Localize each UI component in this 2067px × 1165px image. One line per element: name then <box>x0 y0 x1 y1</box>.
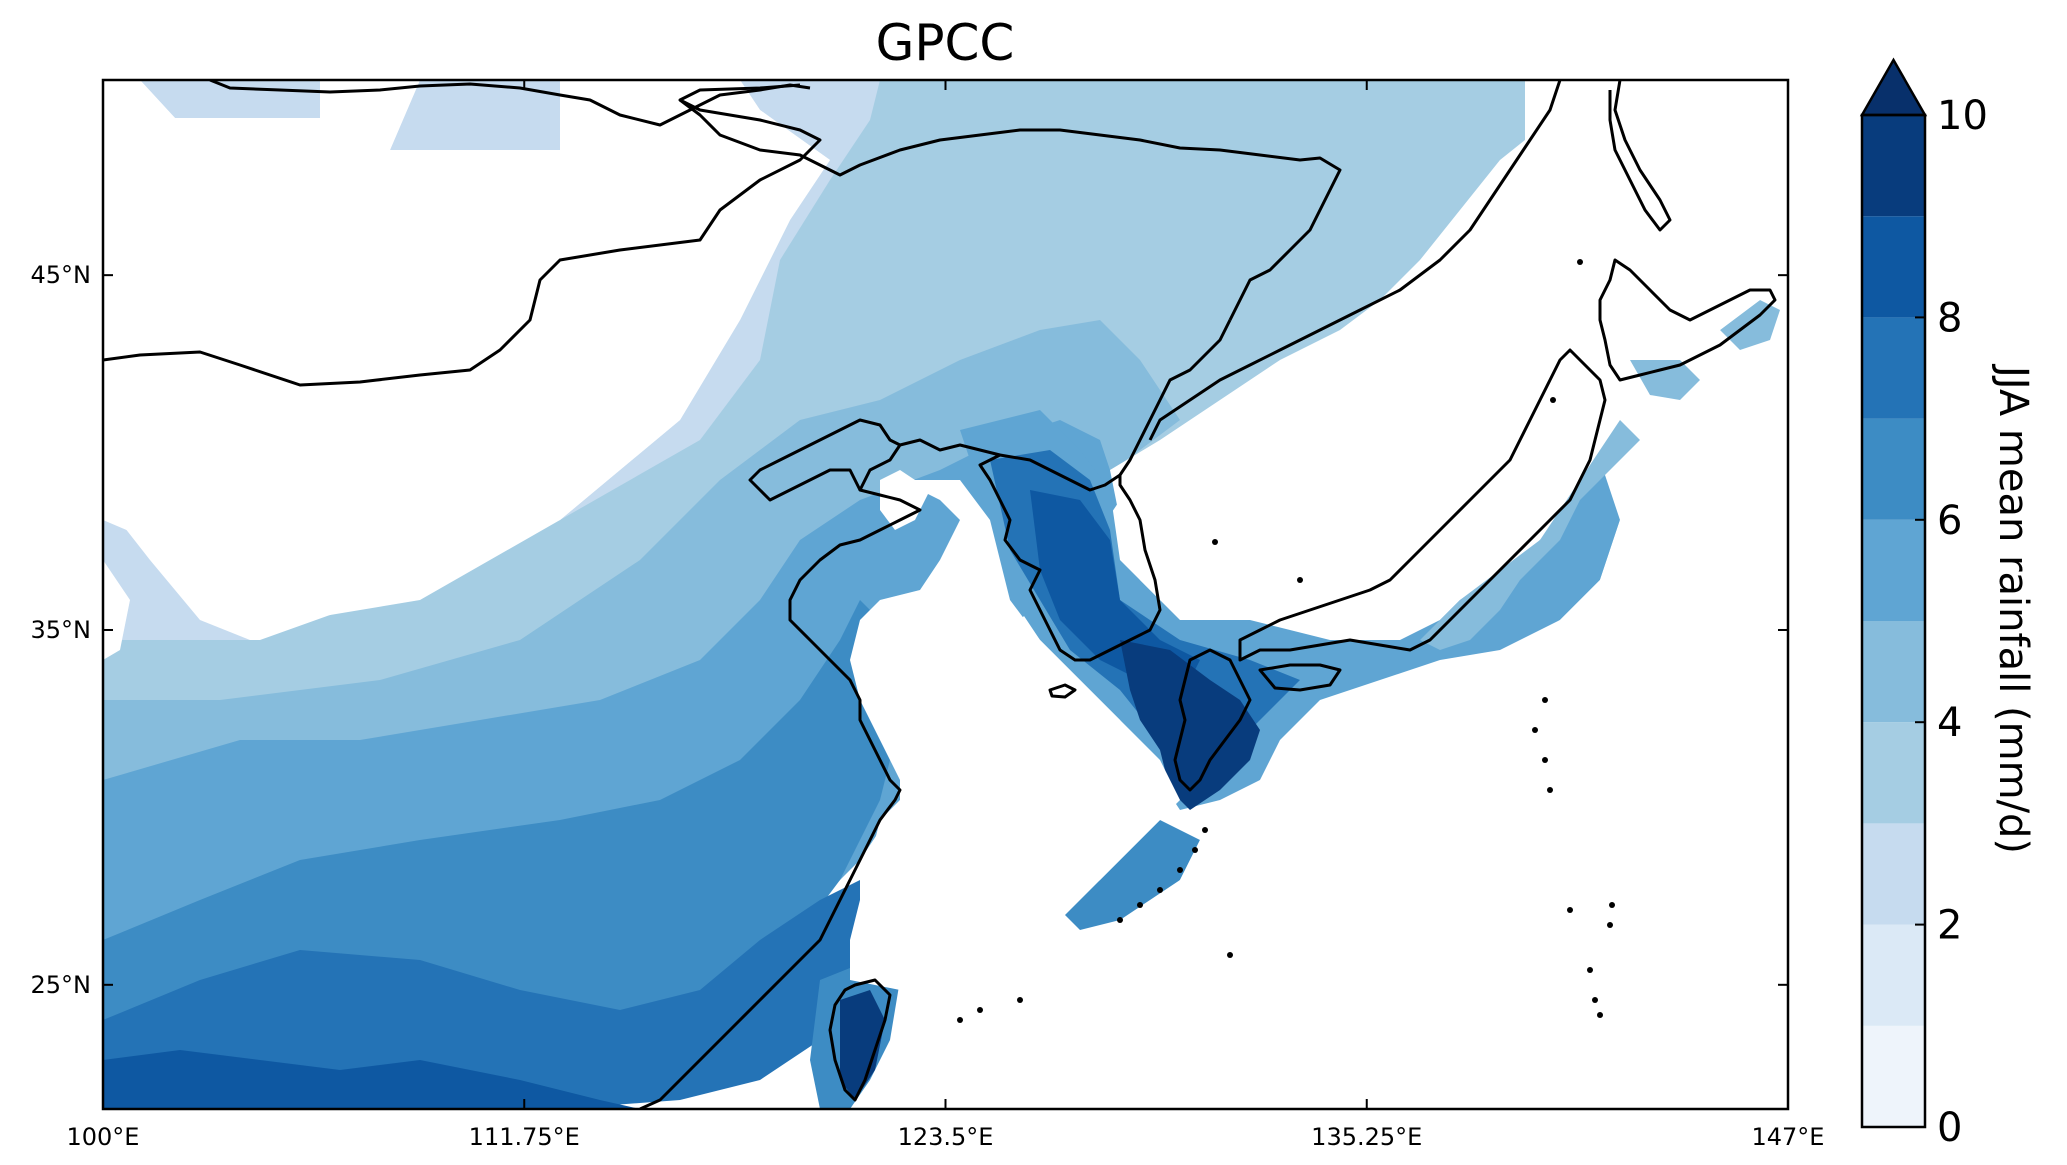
colorbar-tick-label: 2 <box>1937 903 1962 949</box>
rain-japan-north <box>1420 420 1640 650</box>
map-title: GPCC <box>876 14 1015 72</box>
japan-hokkaido <box>1598 258 1777 382</box>
japan-kyushu <box>1173 648 1252 792</box>
colorbar-tick-label: 8 <box>1937 295 1962 341</box>
liaodong-coast <box>748 418 901 502</box>
dry-region-west <box>103 560 130 660</box>
colorbar-frame <box>1860 113 1927 1129</box>
sea-bohai <box>880 470 930 530</box>
jeju <box>1048 683 1077 699</box>
colorbar-tick-label: 4 <box>1937 700 1962 746</box>
rain-ryukyu <box>1060 820 1200 930</box>
sakhalin <box>1608 80 1672 232</box>
colorbar: 0 2 4 6 8 10 JJA mean rainfall (mm/d) <box>1859 57 2036 1151</box>
china-east-coast <box>639 438 1001 1109</box>
russia-china-border <box>209 80 811 127</box>
japan-shikoku <box>1258 663 1342 692</box>
korea-coast <box>978 453 1162 662</box>
colorbar-swatch <box>1862 115 1925 217</box>
taiwan-coast <box>828 978 892 1102</box>
x-tick-label: 100°E <box>67 1123 140 1151</box>
rain-band-7-8 <box>103 880 860 1109</box>
colorbar-swatch <box>1862 317 1925 419</box>
y-tick-label: 45°N <box>31 261 92 289</box>
colorbar-swatch <box>1862 519 1925 621</box>
colorbar-swatch <box>1862 823 1925 925</box>
colorbar-swatches <box>1862 115 1925 1127</box>
rain-band-8-9 <box>103 1050 640 1109</box>
japan-honshu <box>1238 348 1607 662</box>
rain-hokkaido <box>1630 300 1780 400</box>
colorbar-tick-label: 10 <box>1937 93 1988 139</box>
x-axis: 100°E 111.75°E 123.5°E 135.25°E 147°E <box>67 80 1825 1151</box>
china-mongolia-border <box>103 83 822 387</box>
colorbar-tick-label: 0 <box>1937 1105 1962 1151</box>
rain-band-2-3-north <box>140 80 560 150</box>
russia-east-coast <box>1148 80 1562 441</box>
manchuria-border-east <box>1118 319 1232 476</box>
colorbar-swatch <box>1862 924 1925 1026</box>
colorbar-tick-label: 6 <box>1937 498 1962 544</box>
manchuria-border-north <box>679 98 1342 321</box>
y-axis: 45°N 35°N 25°N <box>31 261 1788 999</box>
small-islands <box>957 259 1615 1023</box>
x-tick-label: 135.25°E <box>1311 1123 1422 1151</box>
colorbar-swatch <box>1862 621 1925 723</box>
x-tick-label: 147°E <box>1752 1123 1825 1151</box>
sea-yellow <box>850 480 1180 990</box>
colorbar-swatch <box>1862 722 1925 824</box>
rainfall-field <box>103 80 1788 1109</box>
colorbar-title: JJA mean rainfall (mm/d) <box>1990 363 2036 854</box>
y-tick-label: 35°N <box>31 616 92 644</box>
dry-region-northwest <box>103 80 830 620</box>
map-panel: 100°E 111.75°E 123.5°E 135.25°E 147°E 45°N 35… <box>31 78 1825 1151</box>
colorbar-extend-arrow <box>1859 57 1928 117</box>
colorbar-swatch <box>1862 216 1925 318</box>
coastlines <box>103 80 1777 1109</box>
pacific-ocean <box>870 360 1788 1109</box>
sea-okhotsk <box>1525 80 1788 360</box>
rain-taiwan-core <box>840 990 885 1100</box>
colorbar-swatch <box>1862 1025 1925 1127</box>
colorbar-swatch <box>1862 418 1925 520</box>
rain-korea-5-6 <box>960 410 1620 810</box>
x-tick-label: 123.5°E <box>898 1123 994 1151</box>
sea-japan <box>1110 120 1600 620</box>
x-tick-label: 111.75°E <box>469 1123 580 1151</box>
y-tick-label: 25°N <box>31 971 92 999</box>
colorbar-ticks: 0 2 4 6 8 10 <box>1915 93 1988 1151</box>
rain-kyushu-9-10 <box>1120 640 1260 810</box>
